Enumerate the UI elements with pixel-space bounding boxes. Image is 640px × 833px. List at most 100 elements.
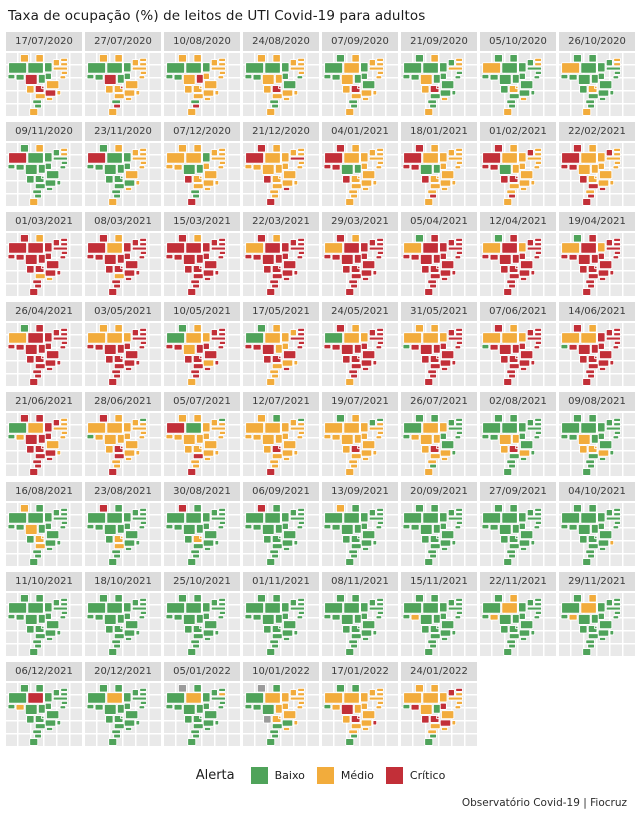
state-MA <box>202 332 211 343</box>
state-AP <box>272 144 281 153</box>
state-PR <box>506 459 516 465</box>
state-CE <box>526 149 534 157</box>
state-CE <box>210 149 218 157</box>
state-MA <box>281 62 290 73</box>
state-AC <box>324 704 332 710</box>
brazil-map <box>245 414 305 476</box>
panel-map-area <box>243 143 319 207</box>
state-SE <box>454 255 462 260</box>
state-RR <box>19 684 29 693</box>
state-ES <box>214 180 220 186</box>
state-RJ <box>46 546 54 551</box>
legend-items: Baixo Médio Crítico <box>250 766 445 784</box>
state-SE <box>59 255 67 260</box>
state-AM <box>8 332 28 344</box>
state-ES <box>530 270 536 276</box>
state-MG <box>597 269 610 277</box>
state-PE <box>368 696 384 701</box>
state-AC <box>561 164 569 170</box>
map-panel: 09/08/2021 <box>559 392 635 477</box>
state-MT <box>24 164 38 175</box>
state-SE <box>612 435 620 440</box>
state-TO <box>353 434 362 444</box>
state-PB <box>60 422 68 427</box>
state-RJ <box>283 726 291 731</box>
brazil-map <box>482 594 542 656</box>
state-AM <box>166 602 186 614</box>
state-TO <box>432 614 441 624</box>
state-CE <box>52 509 60 517</box>
state-RN <box>534 597 542 602</box>
state-SC <box>192 193 200 199</box>
state-MG <box>360 179 373 187</box>
state-SP <box>271 633 283 640</box>
state-AP <box>272 684 281 693</box>
state-AC <box>166 344 174 350</box>
state-MT <box>24 74 38 85</box>
state-AL <box>297 340 305 345</box>
state-SP <box>508 633 520 640</box>
state-RR <box>414 684 424 693</box>
state-AM <box>87 62 107 74</box>
state-MA <box>597 62 606 73</box>
map-panel: 08/11/2021 <box>322 572 398 657</box>
state-TO <box>37 344 46 354</box>
state-RN <box>297 687 305 692</box>
state-AC <box>561 524 569 530</box>
state-PB <box>60 242 68 247</box>
state-PA <box>264 332 281 344</box>
state-DF <box>357 175 361 180</box>
state-SP <box>508 273 520 280</box>
state-MA <box>44 242 53 253</box>
state-PB <box>297 512 305 517</box>
state-AM <box>245 602 265 614</box>
state-RN <box>376 687 384 692</box>
state-CE <box>447 59 455 67</box>
state-MG <box>597 359 610 367</box>
state-AC <box>245 254 253 260</box>
state-RO <box>173 434 183 441</box>
state-MS <box>184 85 193 94</box>
state-PA <box>185 332 202 344</box>
state-PI <box>360 702 368 710</box>
state-RR <box>177 594 187 603</box>
state-AM <box>245 512 265 524</box>
state-PB <box>376 692 384 697</box>
state-AM <box>166 62 186 74</box>
state-PI <box>518 612 526 620</box>
state-AP <box>588 594 597 603</box>
panel-date-label: 05/10/2020 <box>480 32 556 51</box>
state-PR <box>190 189 200 195</box>
state-PA <box>580 152 597 164</box>
state-RO <box>252 344 262 351</box>
state-TO <box>116 254 125 264</box>
state-PB <box>613 242 621 247</box>
state-AM <box>403 152 423 164</box>
state-RR <box>572 504 582 513</box>
state-AM <box>87 152 107 164</box>
state-PB <box>534 422 542 427</box>
state-RO <box>331 74 341 81</box>
state-PI <box>439 432 447 440</box>
state-AP <box>193 144 202 153</box>
state-PA <box>264 512 281 524</box>
state-TO <box>116 704 125 714</box>
state-AM <box>482 512 502 524</box>
state-CE <box>289 59 297 67</box>
state-RS <box>503 648 513 656</box>
state-AC <box>8 344 16 350</box>
state-RN <box>376 507 384 512</box>
state-SC <box>350 643 358 649</box>
state-SE <box>217 615 225 620</box>
panel-map-area <box>6 53 82 117</box>
state-RO <box>410 434 420 441</box>
map-panel: 31/05/2021 <box>401 302 477 387</box>
state-BA <box>46 710 60 720</box>
state-RJ <box>283 276 291 281</box>
state-SC <box>34 733 42 739</box>
state-PA <box>580 332 597 344</box>
state-MT <box>261 524 275 535</box>
state-DF <box>357 715 361 720</box>
state-RJ <box>283 546 291 551</box>
state-PA <box>343 152 360 164</box>
